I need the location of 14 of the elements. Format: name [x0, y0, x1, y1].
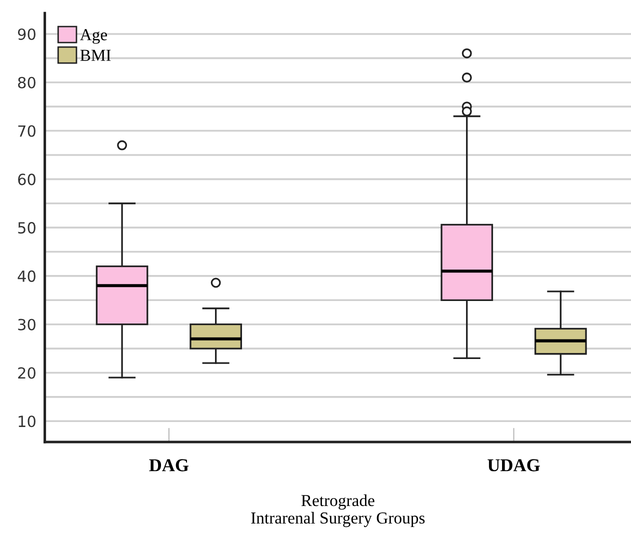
y-tick-label: 80	[18, 76, 36, 88]
x-tick-label: DAG	[149, 459, 189, 472]
x-tick-label: UDAG	[488, 459, 540, 472]
y-tick-label: 50	[18, 222, 36, 234]
y-tick-label: 60	[18, 174, 36, 186]
y-tick-label: 70	[18, 125, 36, 137]
y-tick-label: 20	[18, 367, 36, 379]
legend-label: Age	[80, 29, 107, 44]
legend-label: BMI	[80, 50, 111, 61]
y-tick-label: 90	[18, 28, 36, 40]
y-tick-label: 30	[18, 318, 36, 330]
x-axis-title: Retrograde Intrarenal Surgery Groups	[251, 494, 425, 528]
y-tick-label: 10	[18, 416, 36, 428]
y-tick-label: 40	[18, 270, 36, 282]
